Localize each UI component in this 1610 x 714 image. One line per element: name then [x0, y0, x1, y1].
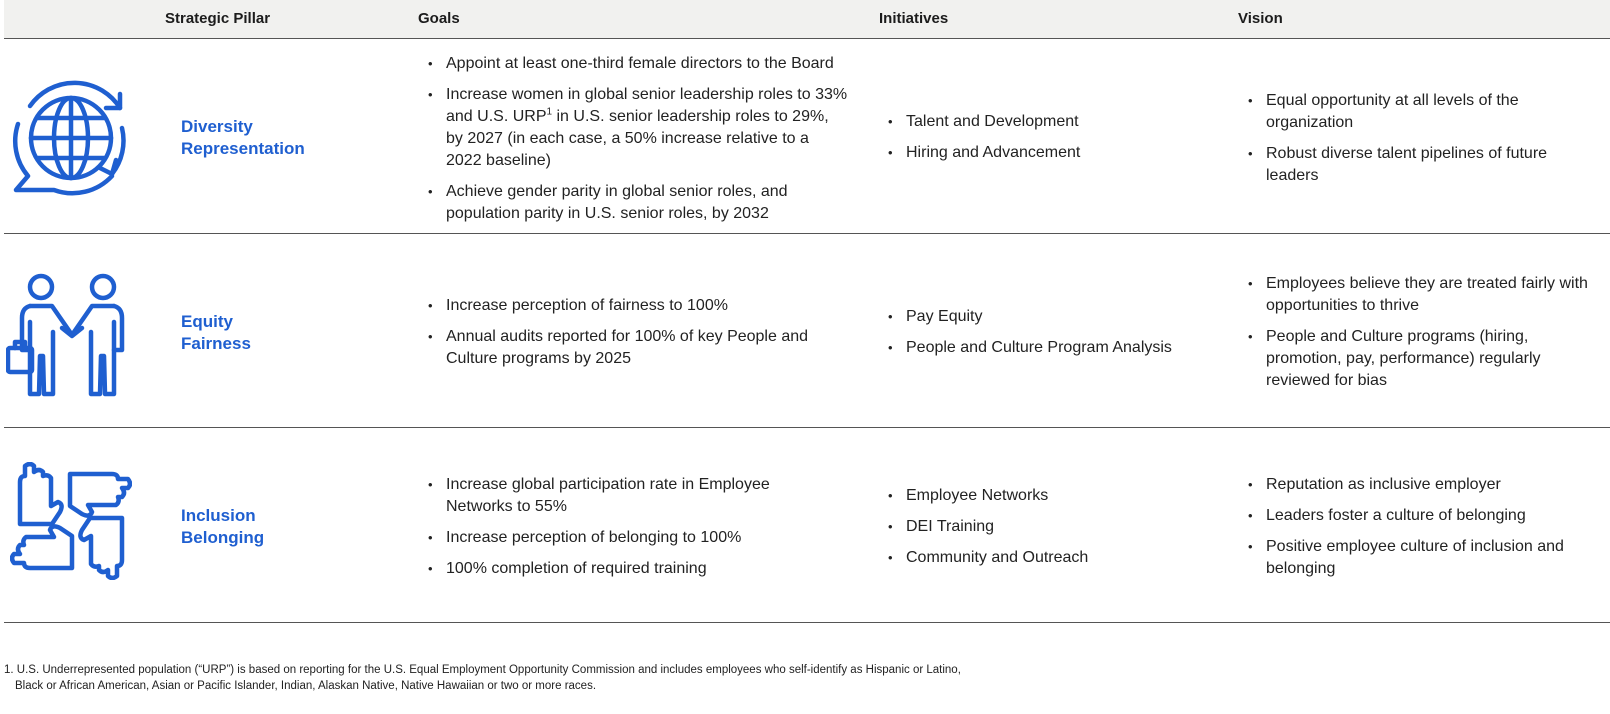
- list-item: Increase women in global senior leadersh…: [428, 84, 848, 172]
- pillar-title: Diversity: [181, 117, 253, 136]
- list-item: Reputation as inclusive employer: [1248, 474, 1588, 496]
- list-item: Talent and Development: [888, 111, 1188, 133]
- list-item: Employees believe they are treated fairl…: [1248, 273, 1593, 317]
- list-item: DEI Training: [888, 516, 1188, 538]
- list-item: Increase perception of fairness to 100%: [428, 295, 848, 317]
- pillar-equity: Equity Fairness: [181, 311, 251, 355]
- list-item: Achieve gender parity in global senior r…: [428, 181, 848, 225]
- goals-list: Increase perception of fairness to 100% …: [428, 295, 848, 379]
- header-vision: Vision: [1238, 10, 1283, 27]
- list-item: People and Culture Program Analysis: [888, 337, 1208, 359]
- footnote-line: 1. U.S. Underrepresented population (“UR…: [4, 664, 961, 676]
- list-item: Robust diverse talent pipelines of futur…: [1248, 143, 1588, 187]
- list-item: Community and Outreach: [888, 547, 1188, 569]
- list-item: 100% completion of required training: [428, 558, 828, 580]
- pillar-subtitle: Fairness: [181, 334, 251, 353]
- pillar-title: Inclusion: [181, 506, 256, 525]
- initiatives-list: Talent and Development Hiring and Advanc…: [888, 111, 1188, 173]
- table-row-diversity: [4, 39, 1610, 234]
- goals-list: Increase global participation rate in Em…: [428, 474, 828, 589]
- initiatives-list: Employee Networks DEI Training Community…: [888, 485, 1188, 578]
- list-item: Annual audits reported for 100% of key P…: [428, 326, 848, 370]
- vision-list: Reputation as inclusive employer Leaders…: [1248, 474, 1588, 589]
- list-item: Leaders foster a culture of belonging: [1248, 505, 1588, 527]
- list-item: Pay Equity: [888, 306, 1208, 328]
- table-header: [4, 0, 1610, 39]
- list-item: Hiring and Advancement: [888, 142, 1188, 164]
- globe-icon: [8, 78, 132, 201]
- handshake-icon: [5, 272, 132, 403]
- pillar-diversity: Diversity Representation: [181, 116, 305, 160]
- table-row-equity: [4, 235, 1610, 428]
- initiatives-list: Pay Equity People and Culture Program An…: [888, 306, 1208, 368]
- joined-hands-icon: [9, 461, 133, 585]
- vision-list: Equal opportunity at all levels of the o…: [1248, 90, 1588, 196]
- pillar-inclusion: Inclusion Belonging: [181, 505, 264, 549]
- pillar-subtitle: Representation: [181, 139, 305, 158]
- goals-list: Appoint at least one-third female direct…: [428, 53, 848, 234]
- pillar-subtitle: Belonging: [181, 528, 265, 547]
- footnote: 1. U.S. Underrepresented population (“UR…: [4, 662, 1104, 694]
- header-strategic-pillar: Strategic Pillar: [165, 10, 271, 27]
- table-row-inclusion: [4, 429, 1610, 623]
- footnote-line: Black or African American, Asian or Paci…: [15, 680, 597, 692]
- list-item: Appoint at least one-third female direct…: [428, 53, 848, 75]
- vision-list: Employees believe they are treated fairl…: [1248, 273, 1593, 401]
- list-item: Positive employee culture of inclusion a…: [1248, 536, 1588, 580]
- list-item: Equal opportunity at all levels of the o…: [1248, 90, 1588, 134]
- header-initiatives: Initiatives: [879, 10, 949, 27]
- header-goals: Goals: [418, 10, 460, 27]
- list-item: Employee Networks: [888, 485, 1188, 507]
- list-item: Increase perception of belonging to 100%: [428, 527, 828, 549]
- pillar-title: Equity: [181, 312, 233, 331]
- list-item: People and Culture programs (hiring, pro…: [1248, 326, 1593, 392]
- list-item: Increase global participation rate in Em…: [428, 474, 828, 518]
